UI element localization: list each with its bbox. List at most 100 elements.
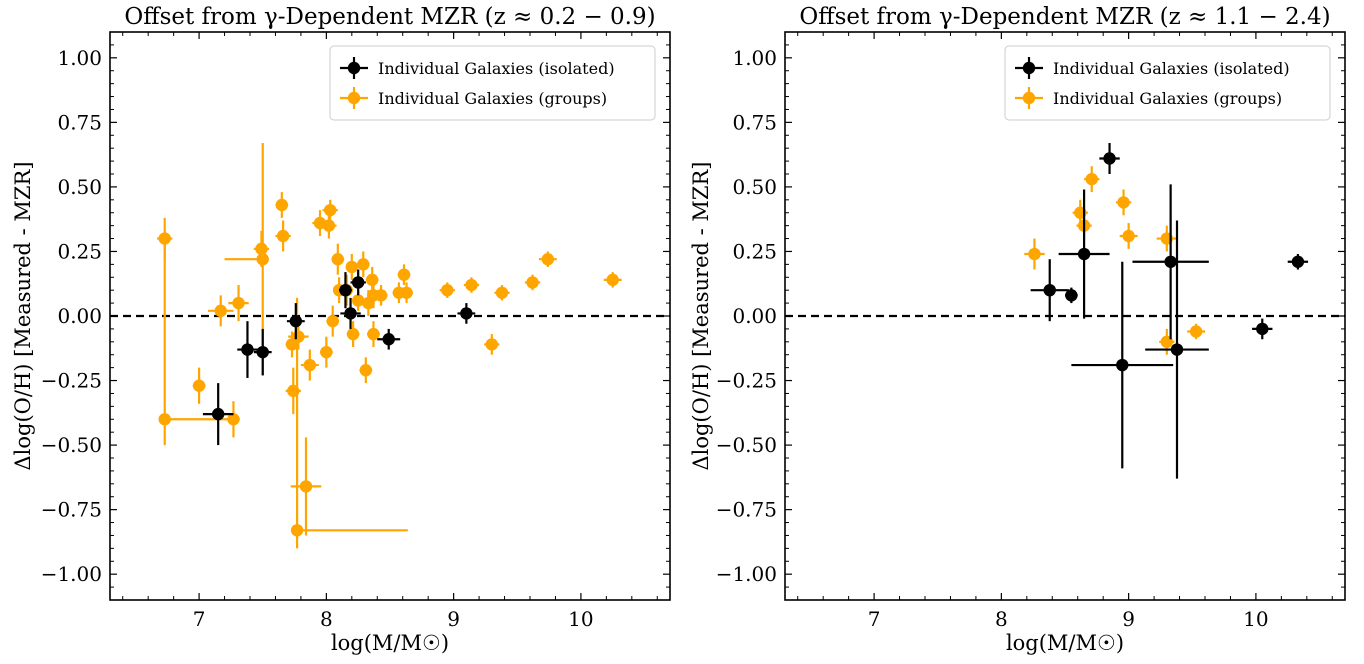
data-point	[351, 294, 365, 307]
data-point	[339, 283, 352, 297]
y-tick-label: 0.00	[732, 304, 777, 328]
legend-marker	[347, 91, 361, 105]
data-point	[211, 407, 225, 421]
y-tick-label: −0.25	[716, 369, 777, 393]
legend-box	[329, 45, 656, 121]
data-point	[526, 276, 539, 289]
x-tick-label: 7	[868, 607, 881, 631]
y-tick-label: −0.25	[41, 369, 102, 393]
data-point	[1043, 283, 1056, 297]
data-point	[1164, 255, 1177, 268]
y-axis-label: Δlog(O/H) [Measured - MZR]	[11, 161, 35, 470]
data-point	[382, 333, 395, 346]
data-point	[1170, 343, 1184, 356]
y-tick-label: −0.50	[716, 433, 777, 457]
data-point	[192, 379, 206, 392]
chart-title: Offset from γ-Dependent MZR (z ≈ 0.2 − 0…	[124, 4, 655, 30]
data-point	[256, 253, 269, 266]
data-point	[158, 413, 171, 426]
data-point	[326, 314, 339, 328]
legend-marker	[347, 61, 361, 75]
y-tick-label: 0.25	[732, 239, 777, 263]
data-point	[1256, 322, 1269, 336]
data-point	[365, 273, 379, 287]
right-panel: Offset from γ-Dependent MZR (z ≈ 1.1 − 2…	[689, 4, 1346, 655]
data-point	[351, 276, 365, 289]
data-point	[1291, 255, 1305, 268]
data-point	[227, 413, 240, 426]
isolated-series	[202, 269, 476, 446]
data-point	[320, 345, 333, 359]
x-axis-label: log(M/M☉)	[1006, 631, 1124, 655]
y-tick-label: −0.75	[41, 498, 102, 522]
data-point	[1117, 196, 1130, 209]
y-tick-label: 0.75	[57, 110, 102, 134]
data-point	[289, 314, 303, 328]
plot-frame	[109, 31, 671, 601]
y-tick-label: 0.50	[732, 175, 777, 199]
y-tick-label: −0.50	[41, 433, 102, 457]
data-point	[359, 364, 373, 377]
data-point	[214, 304, 227, 318]
legend-label: Individual Galaxies (isolated)	[1053, 59, 1290, 78]
x-tick-label: 8	[320, 607, 333, 631]
y-axis-label: Δlog(O/H) [Measured - MZR]	[689, 161, 713, 470]
x-tick-label: 9	[447, 607, 460, 631]
data-point	[400, 286, 413, 299]
data-point	[299, 480, 313, 493]
data-point	[1028, 247, 1041, 261]
data-point	[1116, 358, 1129, 372]
data-point	[292, 330, 305, 343]
data-point	[1189, 325, 1203, 338]
legend-label: Individual Galaxies (isolated)	[378, 59, 615, 78]
y-tick-label: 1.00	[732, 46, 777, 70]
y-tick-label: 0.75	[732, 110, 777, 134]
y-tick-label: 0.00	[57, 304, 102, 328]
data-point	[1077, 247, 1091, 261]
data-point	[290, 524, 304, 537]
data-point	[606, 273, 619, 287]
y-tick-label: 0.25	[57, 239, 102, 263]
data-point	[1065, 289, 1078, 302]
legend-label: Individual Galaxies (groups)	[378, 89, 607, 108]
x-axis-label: log(M/M☉)	[331, 631, 449, 655]
legend-label: Individual Galaxies (groups)	[1053, 89, 1282, 108]
data-point	[275, 198, 289, 212]
data-point	[323, 203, 337, 217]
legend-marker	[1022, 61, 1036, 75]
x-tick-label: 8	[995, 607, 1008, 631]
data-point	[255, 242, 268, 256]
data-point	[346, 327, 360, 341]
x-tick-label: 9	[1122, 607, 1135, 631]
data-point	[367, 327, 380, 341]
x-tick-label: 10	[1243, 607, 1268, 631]
data-point	[232, 296, 245, 310]
chart-title: Offset from γ-Dependent MZR (z ≈ 1.1 − 2…	[799, 4, 1330, 30]
data-point	[344, 307, 357, 320]
data-point	[345, 260, 359, 274]
data-point	[1103, 152, 1116, 165]
data-point	[441, 283, 454, 297]
data-point	[303, 358, 317, 372]
x-tick-label: 7	[193, 607, 206, 631]
y-tick-label: −1.00	[716, 562, 777, 586]
data-point	[1085, 172, 1098, 186]
y-tick-label: −0.75	[716, 498, 777, 522]
data-point	[374, 289, 388, 302]
data-point	[460, 307, 473, 320]
data-point	[241, 343, 254, 356]
y-tick-label: −1.00	[41, 562, 102, 586]
legend-box	[1004, 45, 1331, 121]
groups-series	[1024, 166, 1205, 355]
data-point	[397, 268, 411, 281]
data-point	[485, 338, 499, 351]
isolated-series	[1030, 143, 1309, 479]
data-point	[256, 345, 269, 359]
legend-marker	[1022, 91, 1036, 105]
data-point	[276, 229, 290, 243]
data-point	[541, 253, 555, 266]
x-tick-label: 10	[568, 607, 593, 631]
groups-series	[157, 143, 622, 549]
data-point	[331, 253, 345, 266]
